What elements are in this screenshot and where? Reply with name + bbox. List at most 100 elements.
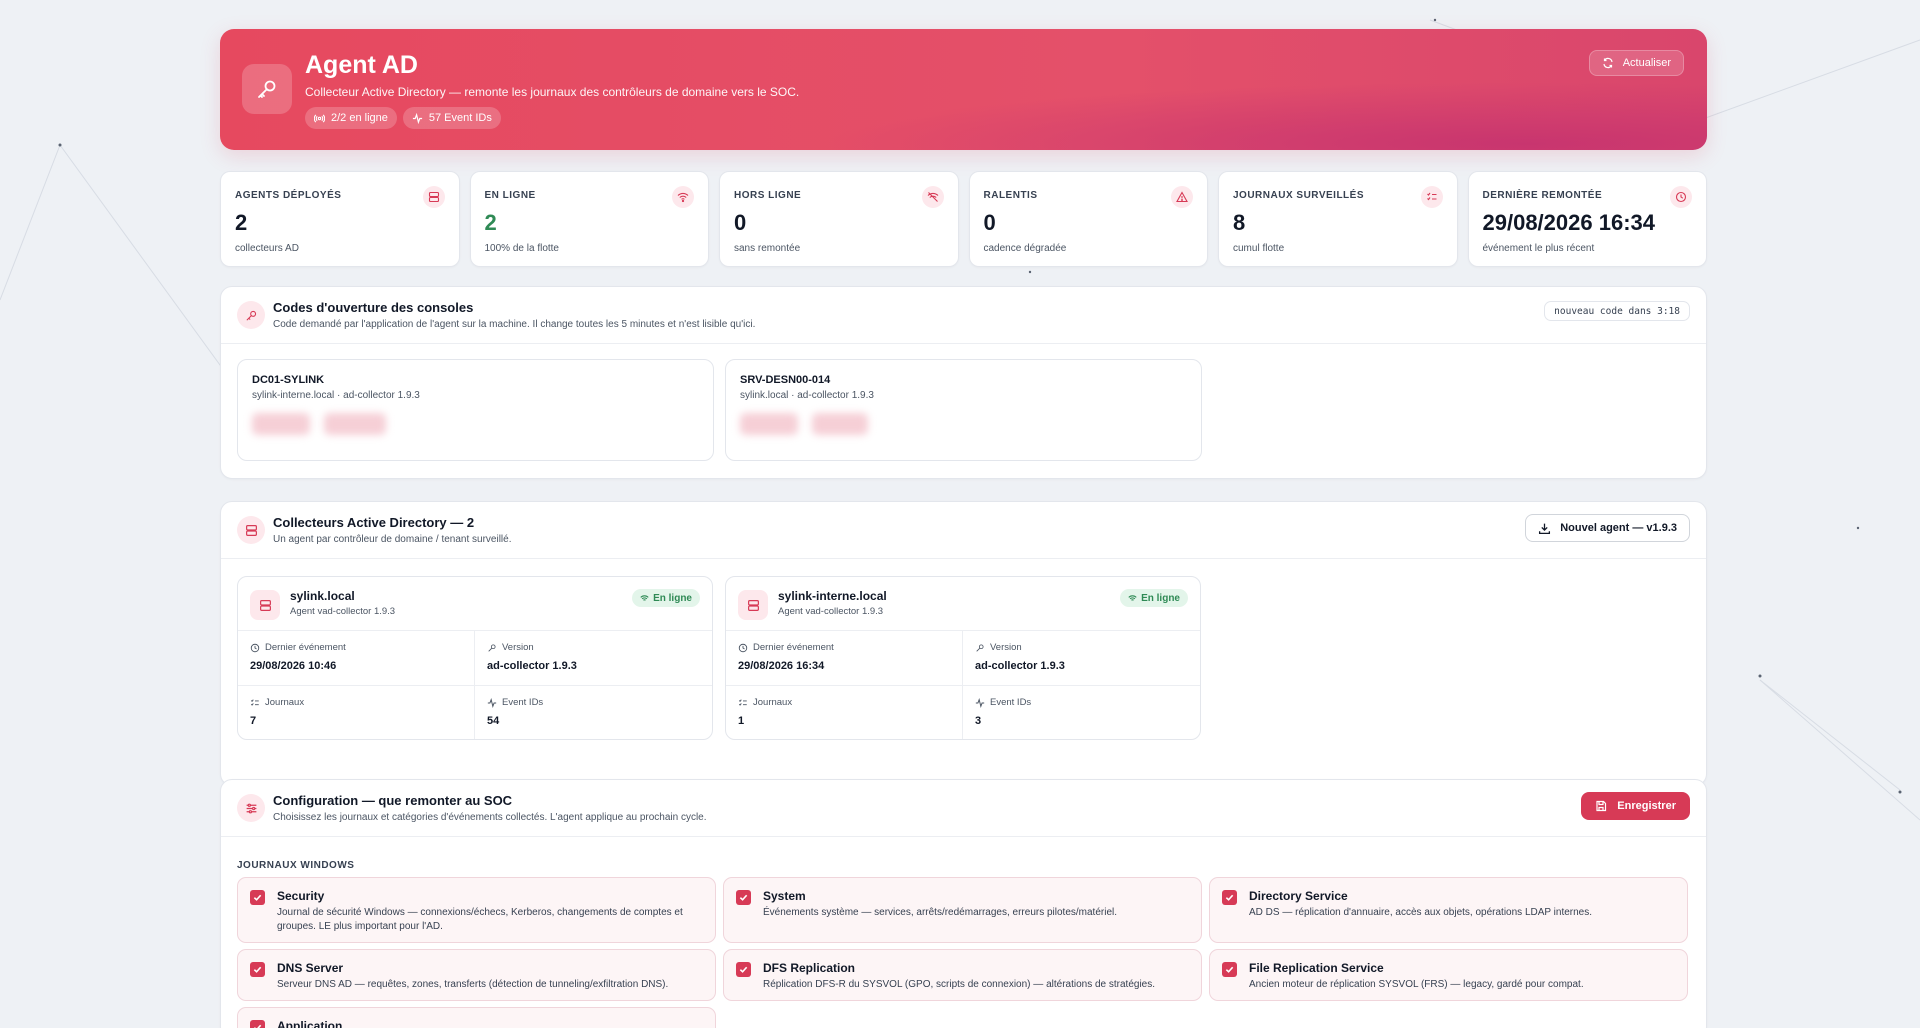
activity-icon [412, 112, 422, 124]
collector-card: sylink.local Agent vad-collector 1.9.3 E… [237, 576, 713, 740]
checkbox-checked[interactable] [250, 890, 265, 905]
code-timer: nouveau code dans 3:18 [1544, 301, 1690, 321]
activity-icon [975, 697, 985, 708]
option-title: DNS Server [277, 961, 344, 975]
warning-icon [1171, 186, 1193, 208]
option-title: Security [277, 889, 325, 903]
version-value: ad-collector 1.9.3 [487, 660, 577, 672]
config-panel: Configuration — que remonter au SOC Choi… [220, 779, 1707, 1028]
new-agent-button[interactable]: Nouvel agent — v1.9.3 [1525, 514, 1690, 542]
panel-title: Collecteurs Active Directory — 2 [273, 515, 475, 530]
checkbox-checked[interactable] [250, 1020, 265, 1028]
logs-value: 1 [738, 715, 745, 727]
status-badge: En ligne [632, 589, 700, 607]
broadcast-icon [314, 113, 325, 123]
stat-sub: sans remontée [734, 243, 801, 254]
clock-icon [1670, 186, 1692, 208]
wifi-icon [640, 594, 649, 601]
stats-row: Agents déployés 2 collecteurs AD En lign… [220, 171, 1707, 267]
code-meta: sylink-interne.local · ad-collector 1.9.… [252, 390, 420, 401]
option-desc: Événements système — services, arrêts/re… [763, 907, 1118, 918]
wifi-icon [1128, 594, 1137, 601]
hidden-code [252, 413, 699, 435]
collectors-panel: Collecteurs Active Directory — 2 Un agen… [220, 501, 1707, 786]
sliders-icon [237, 794, 265, 822]
panel-subtitle: Code demandé par l'application de l'agen… [273, 319, 756, 330]
option-title: Directory Service [1249, 889, 1348, 903]
download-icon [1539, 523, 1551, 534]
collector-agent: Agent vad-collector 1.9.3 [778, 606, 884, 617]
blurred-code-part [740, 413, 798, 435]
panel-title: Configuration — que remonter au SOC [273, 793, 513, 808]
activity-icon [487, 697, 497, 708]
hidden-code [740, 413, 1187, 435]
section-label: JOURNAUX WINDOWS [237, 860, 355, 871]
list-check-icon [1420, 186, 1443, 208]
blurred-code-part [324, 413, 386, 435]
option-desc: Ancien moteur de réplication SYSVOL (FRS… [1249, 979, 1584, 990]
log-option-file-replication[interactable]: File Replication Service Ancien moteur d… [1209, 949, 1688, 1001]
code-host: DC01-SYLINK [252, 374, 325, 386]
event-ids-pill: 57 Event IDs [402, 107, 501, 129]
page-title: Agent AD [305, 51, 418, 79]
event-ids-value: 54 [487, 715, 500, 727]
logs-value: 7 [250, 715, 257, 727]
key-icon [242, 64, 292, 114]
clock-icon [738, 643, 748, 652]
log-option-system[interactable]: System Événements système — services, ar… [723, 877, 1202, 943]
server-icon [738, 590, 768, 620]
stat-sub: cumul flotte [1233, 243, 1285, 254]
option-desc: Journal de sécurité Windows — connexions… [277, 907, 683, 932]
option-desc: Serveur DNS AD — requêtes, zones, transf… [277, 979, 669, 990]
event-ids-label: 57 Event IDs [428, 112, 492, 124]
stat-value: 2 [484, 210, 497, 235]
stat-card-online: En ligne 2 100% de la flotte [469, 171, 709, 267]
refresh-icon [1603, 57, 1613, 69]
online-count-label: 2/2 en ligne [331, 112, 388, 124]
checkbox-checked[interactable] [736, 890, 751, 905]
stat-sub: cadence dégradée [983, 243, 1067, 254]
log-option-application[interactable]: Application [237, 1007, 716, 1028]
wifi-off-icon [921, 186, 944, 208]
log-option-directory-service[interactable]: Directory Service AD DS — réplication d'… [1209, 877, 1688, 943]
option-title: File Replication Service [1249, 961, 1384, 975]
checkbox-checked[interactable] [250, 962, 265, 977]
wifi-icon [672, 186, 694, 208]
page-header: Agent AD Collecteur Active Directory — r… [220, 29, 1707, 150]
refresh-button[interactable]: Actualiser [1588, 50, 1684, 76]
panel-subtitle: Choisissez les journaux et catégories d'… [273, 812, 707, 823]
key-icon [976, 643, 984, 652]
stat-label: Hors ligne [734, 190, 802, 201]
server-icon [250, 590, 280, 620]
checkbox-checked[interactable] [1222, 890, 1237, 905]
option-desc: AD DS — réplication d'annuaire, accès au… [1249, 907, 1593, 918]
log-option-dfs-replication[interactable]: DFS Replication Réplication DFS-R du SYS… [723, 949, 1202, 1001]
stat-value: 0 [734, 210, 747, 235]
save-button[interactable]: Enregistrer [1581, 792, 1690, 820]
log-option-dns-server[interactable]: DNS Server Serveur DNS AD — requêtes, zo… [237, 949, 716, 1001]
key-icon [237, 301, 265, 329]
online-count-pill: 2/2 en ligne [305, 107, 397, 129]
key-icon [488, 643, 496, 652]
option-desc: Réplication DFS-R du SYSVOL (GPO, script… [763, 979, 1156, 990]
stat-card-last-event: Dernière remontée 29/08/2026 16:34 événe… [1467, 171, 1707, 267]
list-check-icon [738, 698, 747, 706]
stat-label: Journaux surveillés [1233, 190, 1365, 201]
stat-card-offline: Hors ligne 0 sans remontée [719, 171, 959, 267]
checkbox-checked[interactable] [736, 962, 751, 977]
stat-sub: 100% de la flotte [484, 243, 560, 254]
collector-domain: sylink-interne.local [778, 589, 887, 603]
stat-label: Agents déployés [235, 190, 342, 201]
stat-sub: événement le plus récent [1482, 243, 1595, 254]
log-option-security[interactable]: Security Journal de sécurité Windows — c… [237, 877, 716, 943]
checkbox-checked[interactable] [1222, 962, 1237, 977]
last-event-value: 29/08/2026 16:34 [738, 660, 825, 672]
code-meta: sylink.local · ad-collector 1.9.3 [740, 390, 874, 401]
event-ids-value: 3 [975, 715, 982, 727]
collector-domain: sylink.local [290, 589, 355, 603]
stat-card-slowed: Ralentis 0 cadence dégradée [968, 171, 1208, 267]
panel-title: Codes d'ouverture des consoles [273, 300, 474, 315]
stat-card-agents: Agents déployés 2 collecteurs AD [220, 171, 460, 267]
server-icon [237, 516, 265, 544]
save-icon [1596, 800, 1607, 812]
